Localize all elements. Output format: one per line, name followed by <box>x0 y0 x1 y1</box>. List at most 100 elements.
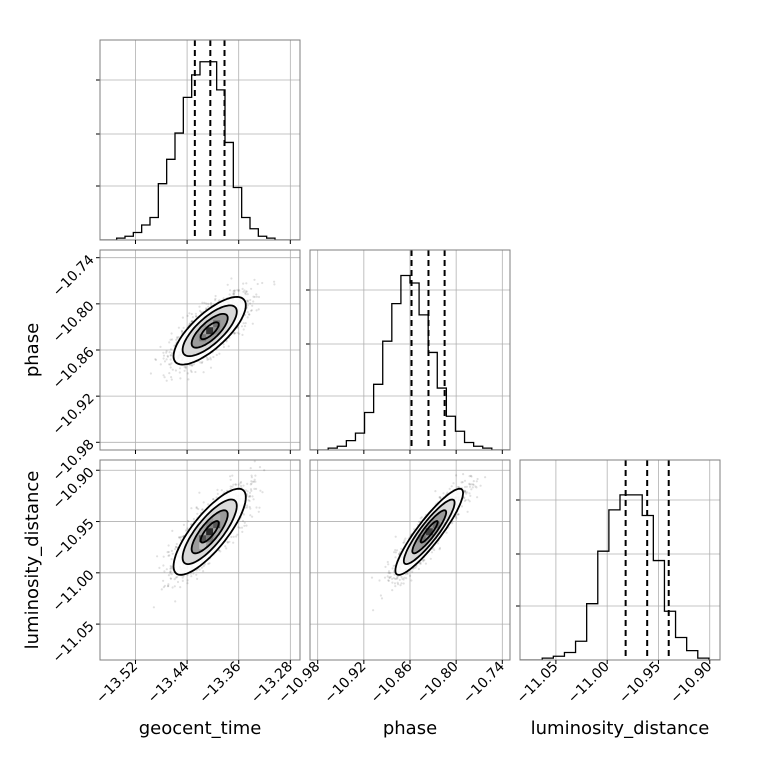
sample-point <box>184 529 187 532</box>
sample-point <box>171 352 174 355</box>
sample-point <box>191 364 194 367</box>
sample-point <box>242 282 245 285</box>
sample-point <box>465 485 468 488</box>
sample-point <box>183 365 186 369</box>
sample-point <box>201 301 204 304</box>
sample-point <box>167 583 170 586</box>
sample-point <box>429 557 432 560</box>
sample-point <box>247 499 250 502</box>
sample-point <box>469 474 472 477</box>
density-cell <box>199 542 207 550</box>
sample-point <box>391 567 394 570</box>
x-tick-label: −13.44 <box>145 659 193 707</box>
sample-point <box>400 582 403 585</box>
sample-point <box>392 564 395 567</box>
sample-point <box>203 563 206 566</box>
sample-point <box>181 576 184 579</box>
density-contour <box>394 487 465 576</box>
sample-point <box>199 361 202 364</box>
sample-point <box>200 311 203 314</box>
panel-body <box>100 40 300 240</box>
sample-point <box>231 474 234 477</box>
sample-point <box>186 372 189 375</box>
sample-point <box>246 304 249 307</box>
panel-frame <box>99 459 301 661</box>
sample-point <box>457 513 460 516</box>
sample-point <box>230 277 233 280</box>
sample-point <box>154 358 157 361</box>
sample-point <box>216 492 219 495</box>
sample-point <box>419 517 422 520</box>
sample-point <box>257 308 260 311</box>
density-contour <box>190 313 229 349</box>
sample-point <box>229 485 232 488</box>
sample-point <box>394 556 397 559</box>
sample-point <box>228 540 231 543</box>
sample-point <box>158 566 161 570</box>
sample-point <box>214 294 217 298</box>
density-contour <box>411 509 448 555</box>
sample-point <box>176 337 179 340</box>
sample-point <box>180 330 184 333</box>
y-axis-label-luminosity_distance: luminosity_distance <box>22 471 43 650</box>
density-contour <box>199 520 220 544</box>
sample-point <box>472 483 475 486</box>
sample-point <box>200 566 203 569</box>
sample-point <box>255 487 258 490</box>
sample-point <box>251 322 254 325</box>
density-cell <box>213 514 221 522</box>
sample-point <box>244 506 247 509</box>
sample-point <box>252 295 255 298</box>
sample-point <box>160 588 163 591</box>
sample-point <box>457 513 460 516</box>
density-cell <box>206 528 214 536</box>
sample-point <box>232 293 236 296</box>
sample-point <box>243 524 246 527</box>
sample-point <box>218 352 221 355</box>
sample-point <box>423 559 426 562</box>
sample-point <box>464 498 467 502</box>
sample-point <box>195 506 198 509</box>
sample-point <box>387 571 390 575</box>
hist-panel-luminosity_distance <box>516 459 721 664</box>
sample-point <box>169 354 172 357</box>
sample-point <box>180 329 183 332</box>
panel-body <box>100 460 300 660</box>
sample-point <box>394 577 397 581</box>
sample-point <box>469 494 472 497</box>
sample-point <box>176 580 180 584</box>
sample-point <box>210 301 213 305</box>
sample-point <box>170 573 173 576</box>
sample-point <box>245 524 248 527</box>
x-axis-label-geocent_time: geocent_time <box>139 718 262 739</box>
sample-point <box>222 345 225 349</box>
sample-point <box>456 485 459 489</box>
sample-point <box>240 480 243 484</box>
sample-point <box>250 474 253 477</box>
sample-point <box>392 577 395 580</box>
sample-point <box>206 356 209 359</box>
sample-point <box>165 350 168 353</box>
sample-point <box>168 554 171 557</box>
sample-point <box>162 564 165 567</box>
sample-point <box>225 547 228 550</box>
sample-point <box>159 345 162 348</box>
sample-point <box>448 487 451 490</box>
sample-point <box>389 572 392 575</box>
sample-point <box>255 295 258 298</box>
sample-point <box>252 498 255 501</box>
sample-point <box>471 486 474 489</box>
y-axis-label-phase: phase <box>22 323 43 377</box>
sample-point <box>248 494 252 497</box>
density-cell <box>213 320 221 328</box>
sample-point <box>383 576 387 579</box>
sample-point <box>405 577 408 580</box>
density-contour <box>199 321 220 341</box>
sample-point <box>400 575 403 579</box>
sample-point <box>243 289 246 292</box>
sample-point <box>273 280 276 283</box>
density-contour <box>181 498 238 565</box>
sample-point <box>468 485 472 488</box>
sample-point <box>174 600 177 603</box>
sample-point <box>451 522 454 525</box>
